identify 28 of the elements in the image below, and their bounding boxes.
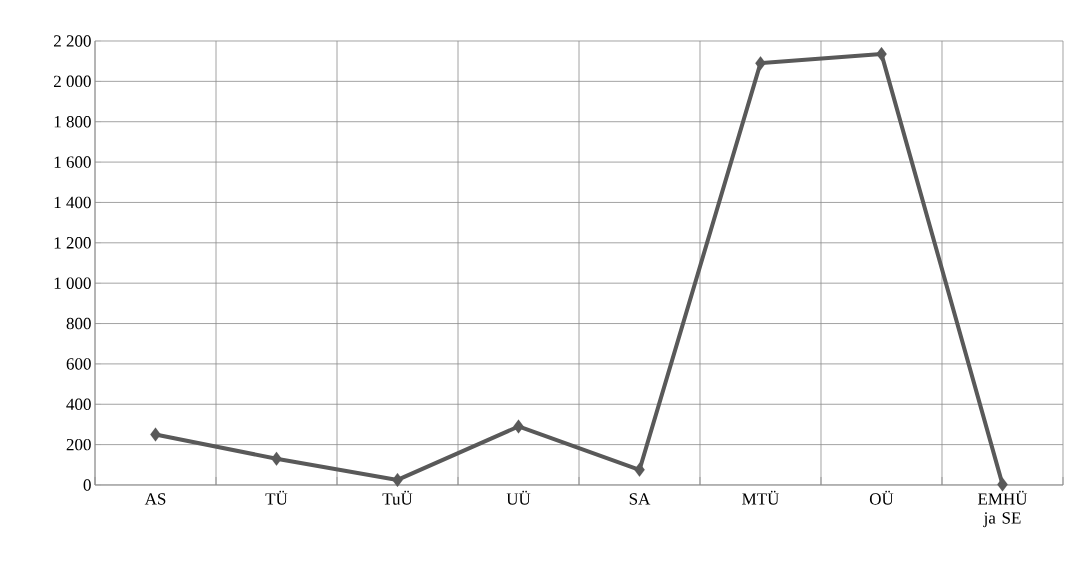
point [997,477,1008,492]
x-tick-label: TÜ [265,490,288,505]
y-tick-label: 2 200 [53,35,91,47]
y-tick-label: 600 [66,358,91,370]
y-tick-label: 1 400 [54,196,91,209]
x-tick-label: MTÜ [742,490,780,505]
x-tick-label: TuÜ [382,490,413,505]
point [150,427,161,442]
y-tick-label: 1 600 [54,156,91,168]
x-tick-label: AS [144,493,166,505]
y-tick-label: 1 000 [54,277,91,289]
point [755,56,766,71]
x-tick-label: EMHÜ ja SE [977,490,1028,528]
y-tick-label: 2 000 [53,75,91,88]
point [271,451,282,466]
y-tick-label: 0 [83,479,91,491]
x-tick-label: OÜ [869,490,894,505]
point [392,472,403,487]
point [513,419,524,434]
y-tick-label: 800 [66,317,91,330]
y-tick-label: 1 800 [54,115,91,128]
point [634,462,645,477]
y-tick-label: 400 [66,398,91,410]
y-tick-label: 200 [66,438,91,451]
y-tick-label: 1 200 [54,237,91,249]
x-tick-label: SA [629,493,651,505]
x-tick-label: UÜ [506,490,531,505]
point [876,47,887,62]
